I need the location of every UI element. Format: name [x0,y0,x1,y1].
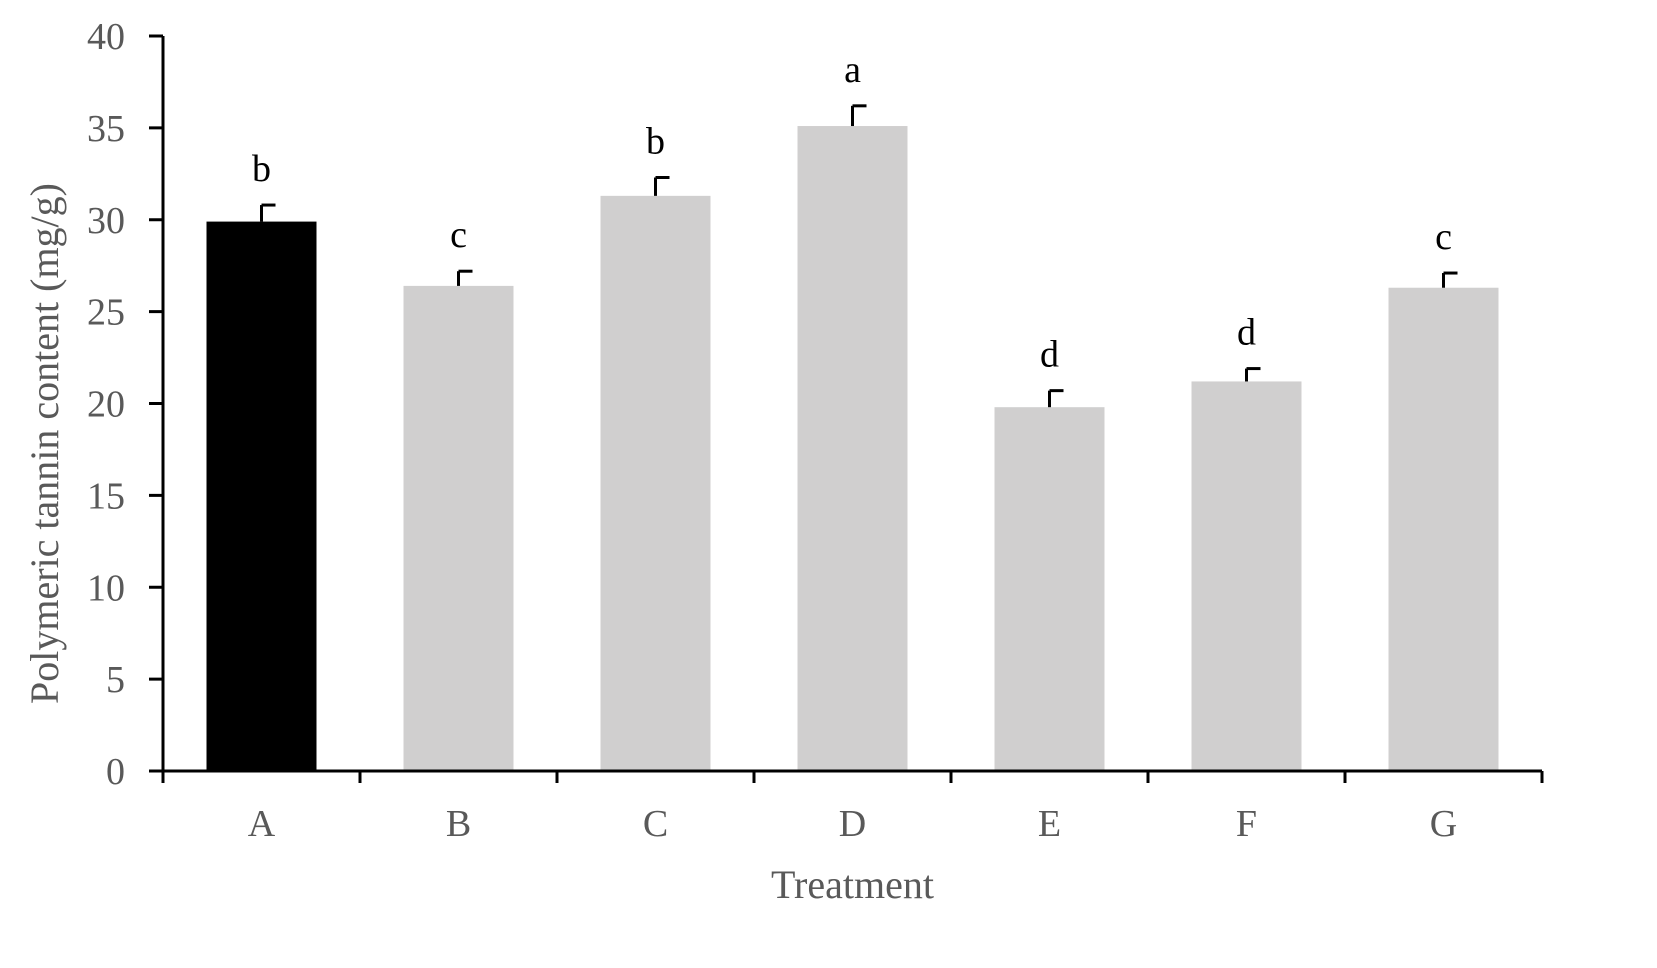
y-tick-label: 15 [87,475,125,517]
bars-layer [206,126,1499,772]
significance-label-G: c [1435,216,1452,258]
x-category-label-G: G [1430,803,1457,845]
x-ticks-layer: A B C D E F G [161,771,1544,845]
significance-label-F: d [1237,312,1256,354]
x-category-label-A: A [248,803,276,845]
bar-A [206,221,317,771]
y-tick-label: 0 [106,751,125,793]
y-ticks-layer: 0 5 10 15 20 25 30 35 40 [87,16,163,793]
bar-C [600,195,711,772]
significance-labels-layer: b c b a d d c [252,49,1452,376]
x-axis-title: Treatment [771,862,934,907]
y-tick-label: 30 [87,200,125,242]
y-tick-label: 25 [87,292,125,334]
x-category-label-F: F [1236,803,1257,845]
y-tick-label: 20 [87,384,125,426]
x-category-label-E: E [1038,803,1061,845]
bar-D [797,126,908,772]
bar-B [403,285,514,771]
significance-label-C: b [646,120,665,162]
bar-F [1191,381,1302,771]
significance-label-B: c [450,214,467,256]
bar-G [1388,287,1499,771]
error-bars-layer [260,104,1458,408]
x-category-label-B: B [446,803,471,845]
y-tick-label: 10 [87,567,125,609]
significance-label-D: a [844,49,861,91]
x-category-label-C: C [643,803,668,845]
y-tick-label: 40 [87,16,125,58]
bar-E [994,407,1105,771]
y-tick-label: 5 [106,659,125,701]
y-tick-label: 35 [87,108,125,150]
significance-label-A: b [252,148,271,190]
significance-label-E: d [1040,334,1059,376]
x-category-label-D: D [839,803,866,845]
y-axis-title: Polymeric tannin content (mg/g) [22,183,67,704]
